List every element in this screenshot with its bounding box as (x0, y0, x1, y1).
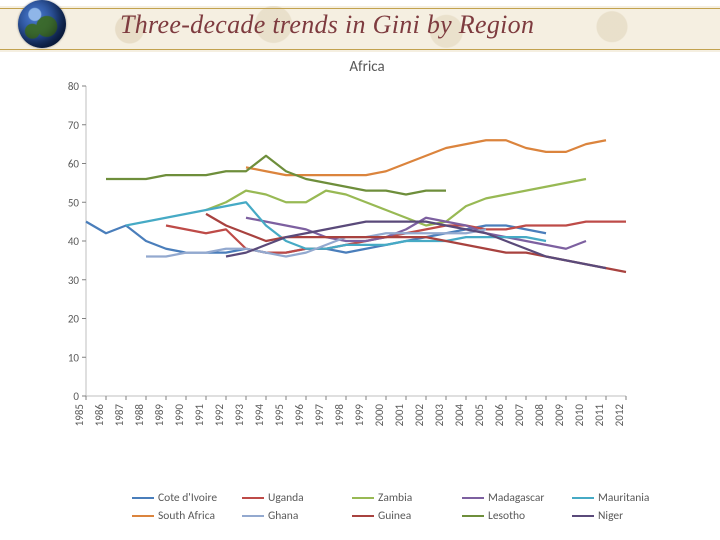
legend-item: Niger (572, 508, 664, 524)
svg-text:1996: 1996 (293, 404, 306, 427)
legend-swatch (462, 515, 484, 517)
legend-label: Lesotho (488, 508, 525, 524)
chart-legend: Cote d'Ivoire Uganda Zambia Madagascar Mauri… (132, 490, 672, 526)
legend-swatch (462, 497, 484, 499)
svg-text:80: 80 (68, 80, 80, 93)
svg-text:1987: 1987 (113, 404, 126, 427)
legend-label: Uganda (268, 490, 304, 506)
svg-text:2010: 2010 (573, 404, 586, 427)
legend-swatch (572, 497, 594, 499)
svg-text:40: 40 (68, 235, 80, 248)
legend-swatch (352, 515, 374, 517)
legend-item: Madagascar (462, 490, 554, 506)
svg-text:0: 0 (73, 390, 79, 403)
legend-item: Mauritania (572, 490, 664, 506)
line-chart: 0 10 20 30 40 50 60 70 80 1985 1986 1987 1988 1989 199… (52, 80, 632, 450)
globe-icon (18, 0, 66, 48)
svg-text:20: 20 (68, 313, 80, 326)
legend-swatch (572, 515, 594, 517)
svg-text:1986: 1986 (93, 404, 106, 427)
legend-item: Cote d'Ivoire (132, 490, 224, 506)
legend-label: Cote d'Ivoire (158, 490, 217, 506)
chart-title: Africa (52, 58, 682, 76)
legend-swatch (132, 515, 154, 517)
svg-text:1997: 1997 (313, 404, 326, 427)
svg-text:2008: 2008 (533, 404, 546, 427)
legend-row: South Africa Ghana Guinea Lesotho Niger (132, 508, 672, 524)
legend-item: Ghana (242, 508, 334, 524)
svg-text:1985: 1985 (73, 404, 86, 426)
svg-text:1999: 1999 (353, 404, 366, 427)
legend-swatch (242, 497, 264, 499)
svg-text:2002: 2002 (413, 404, 426, 427)
svg-text:10: 10 (68, 351, 80, 364)
svg-text:2012: 2012 (613, 404, 626, 427)
svg-text:1995: 1995 (273, 404, 286, 426)
svg-text:2007: 2007 (513, 404, 526, 427)
svg-text:1990: 1990 (173, 404, 186, 427)
legend-swatch (242, 515, 264, 517)
svg-text:2000: 2000 (373, 404, 386, 427)
svg-text:1991: 1991 (193, 404, 206, 427)
slide: Three-decade trends in Gini by Region Af… (0, 0, 720, 540)
legend-label: Guinea (378, 508, 411, 524)
svg-text:2006: 2006 (493, 404, 506, 427)
svg-text:2001: 2001 (393, 404, 406, 427)
svg-text:1998: 1998 (333, 404, 346, 427)
legend-label: Mauritania (598, 490, 649, 506)
svg-text:1989: 1989 (153, 404, 166, 427)
svg-text:1992: 1992 (213, 404, 226, 427)
legend-row: Cote d'Ivoire Uganda Zambia Madagascar Mauri… (132, 490, 672, 506)
legend-item: South Africa (132, 508, 224, 524)
chart-container: Africa 0 10 20 30 40 50 60 70 80 1985 1986 1987 1988… (52, 58, 682, 528)
legend-swatch (352, 497, 374, 499)
svg-text:1993: 1993 (233, 404, 246, 427)
legend-swatch (132, 497, 154, 499)
legend-label: Ghana (268, 508, 298, 524)
title-divider-top (0, 8, 720, 9)
slide-title: Three-decade trends in Gini by Region (120, 10, 534, 40)
legend-item: Guinea (352, 508, 444, 524)
legend-item: Uganda (242, 490, 334, 506)
legend-item: Lesotho (462, 508, 554, 524)
legend-label: Niger (598, 508, 623, 524)
legend-label: South Africa (158, 508, 215, 524)
legend-label: Zambia (378, 490, 412, 506)
svg-text:70: 70 (68, 119, 80, 132)
svg-text:2004: 2004 (453, 404, 466, 427)
svg-text:1994: 1994 (253, 404, 266, 427)
svg-text:2011: 2011 (593, 404, 606, 427)
svg-text:1988: 1988 (133, 404, 146, 427)
svg-text:2005: 2005 (473, 404, 486, 426)
svg-text:2009: 2009 (553, 404, 566, 427)
svg-text:60: 60 (68, 158, 80, 171)
legend-item: Zambia (352, 490, 444, 506)
title-divider-bottom (0, 49, 720, 50)
svg-text:50: 50 (68, 196, 80, 209)
legend-label: Madagascar (488, 490, 544, 506)
svg-text:30: 30 (68, 274, 80, 287)
svg-text:2003: 2003 (433, 404, 446, 427)
